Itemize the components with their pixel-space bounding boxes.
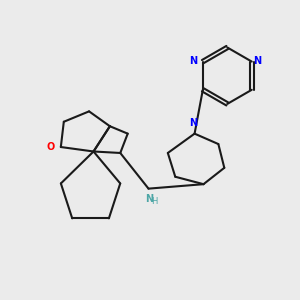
Text: N: N <box>189 56 197 66</box>
Text: N: N <box>189 118 197 128</box>
Text: O: O <box>46 142 55 152</box>
Text: N: N <box>253 56 261 66</box>
Text: H: H <box>151 197 157 206</box>
Text: N: N <box>145 194 153 204</box>
